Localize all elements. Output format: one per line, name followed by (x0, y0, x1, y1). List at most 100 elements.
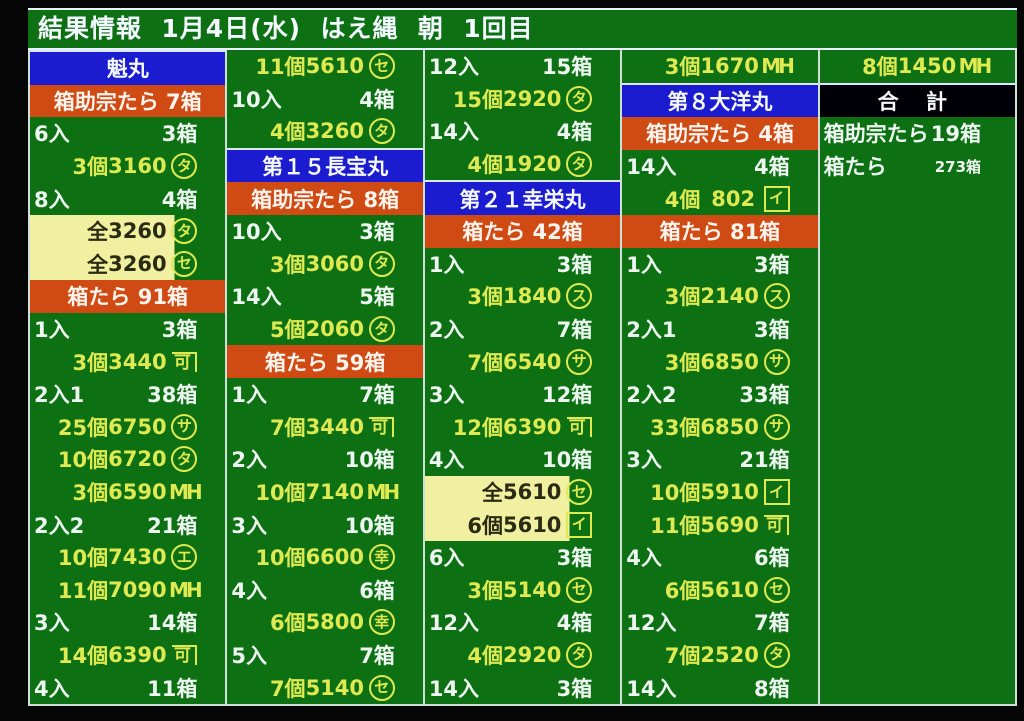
buyer-mark-cell: タ (163, 446, 206, 473)
results-column: 3個 1670 MH 第８大洋丸 箱助宗たら 4箱 14入 4箱 4個 802 イ箱たら 81箱 1… (622, 50, 820, 704)
empty-row (820, 671, 1015, 704)
box-count: 21箱 (739, 448, 790, 473)
bid-row: 7個 2520 タ (622, 639, 817, 672)
lot-size-label: 12入 (428, 611, 480, 636)
buyer-mark-icon: 可 (566, 416, 592, 437)
buyer-mark-icon: サ (763, 413, 790, 440)
price: 1670 (700, 54, 759, 79)
total-species-label: 箱助宗たら (823, 122, 929, 147)
price: 3440 (305, 414, 365, 439)
species-count-header: 箱たら 91箱 (30, 280, 226, 313)
quantity: 25個 (57, 415, 109, 440)
lot-size-label: 2入1 (626, 318, 677, 343)
results-table: 魁丸 箱助宗たら 7箱 6入 3箱 3個 3160 タ 8入 4箱全 3260 タ全 3260 セ箱たら… (28, 50, 1018, 706)
box-count: 3箱 (556, 252, 593, 277)
total-line-row: 箱たら 273箱 (820, 150, 1015, 183)
buyer-mark-icon: タ (171, 153, 198, 180)
lot-row: 12入 4箱 (425, 606, 620, 639)
lot-row: 14入 5箱 (227, 280, 422, 313)
empty-row (820, 411, 1015, 444)
lot-size-label: 12入 (626, 611, 677, 636)
bid-row: 全 5610 セ (424, 475, 621, 509)
buyer-mark-cell: イ (755, 479, 798, 506)
lot-row: 2入 7箱 (425, 313, 620, 346)
price: 6390 (502, 414, 562, 439)
box-count: 3箱 (359, 220, 395, 245)
quantity: 6個 (269, 611, 306, 636)
buyer-mark-icon: 可 (764, 514, 790, 535)
box-count: 3箱 (754, 318, 790, 343)
bid-row: 3個 6850 サ (622, 345, 817, 378)
buyer-mark-icon: 幸 (368, 609, 395, 636)
box-count: 7箱 (359, 383, 395, 408)
bid-row: 33個 6850 サ (622, 411, 817, 444)
quantity: 6個 (664, 578, 701, 603)
quantity: 3個 (269, 252, 306, 277)
price: 2520 (700, 642, 759, 667)
buyer-mark-icon: タ (368, 250, 395, 277)
bid-row: 11個 5610 セ (227, 50, 422, 83)
bid-row: 8個 1450 MH (820, 50, 1015, 83)
total-box-count: 19箱 (930, 122, 982, 147)
buyer-mark-icon: イ (763, 479, 790, 506)
box-count: 38箱 (147, 383, 198, 408)
empty-row (820, 280, 1015, 313)
lot-size-label: 12入 (428, 55, 480, 80)
price: 1840 (502, 284, 562, 309)
price: 2060 (305, 317, 365, 342)
buyer-mark-cell: ス (558, 283, 601, 310)
quantity: 15個 (452, 87, 503, 112)
bid-row: 12個 6390 可 (425, 411, 620, 444)
bid-row: 3個 3160 タ (30, 150, 225, 183)
quantity: 全 (87, 220, 109, 245)
box-count: 11箱 (147, 676, 198, 701)
buyer-mark-cell: MH (952, 56, 995, 76)
bid-row: 4個 3260 タ (227, 115, 422, 148)
price: 6590 (108, 480, 167, 505)
lot-size-label: 6入 (34, 122, 70, 147)
lot-row: 6入 3箱 (425, 541, 620, 574)
buyer-mark-cell: イ (755, 185, 798, 212)
box-count: 4箱 (556, 611, 593, 636)
vessel-header: 第２１幸栄丸 (424, 180, 621, 215)
lot-row: 3入 14箱 (30, 606, 225, 639)
quantity: 4個 (467, 153, 503, 178)
lot-row: 2入1 38箱 (30, 378, 225, 411)
empty-row (820, 574, 1015, 607)
total-box-count: 273箱 (934, 157, 982, 176)
quantity: 7個 (269, 415, 306, 440)
quantity: 3個 (72, 350, 109, 375)
buyer-mark-cell: MH (755, 56, 798, 76)
price: 6600 (305, 545, 365, 570)
buyer-mark-icon: タ (763, 641, 790, 668)
price: 3060 (305, 251, 365, 276)
price: 5910 (700, 480, 759, 505)
lot-size-label: 5入 (231, 643, 268, 668)
quantity: 5個 (269, 318, 306, 343)
lot-size-label: 4入 (428, 448, 465, 473)
lot-row: 12入 7箱 (622, 606, 817, 639)
box-count: 3箱 (161, 318, 198, 343)
buyer-mark-cell: セ (360, 674, 403, 701)
box-count: 6箱 (754, 546, 790, 571)
quantity: 11個 (255, 55, 306, 80)
quantity: 10個 (255, 546, 306, 571)
results-column: 魁丸 箱助宗たら 7箱 6入 3箱 3個 3160 タ 8入 4箱全 3260 タ全 3260 セ箱たら… (30, 50, 228, 704)
empty-row (820, 313, 1015, 346)
buyer-mark-icon: イ (566, 511, 593, 538)
lot-size-label: 2入 (428, 318, 465, 343)
bid-row: 11個 7090 MH (30, 574, 225, 607)
bid-row: 3個 1670 MH (622, 50, 817, 83)
buyer-mark-cell: タ (360, 250, 403, 277)
buyer-mark-icon: タ (368, 316, 395, 343)
buyer-mark-icon: MH (761, 54, 795, 79)
box-count: 4箱 (556, 120, 593, 145)
price: 5610 (502, 512, 562, 537)
species-count-header: 箱助宗たら 8箱 (227, 182, 423, 215)
empty-row (820, 443, 1015, 476)
species-count-header: 箱たら 81箱 (622, 214, 818, 248)
bid-row: 25個 6750 サ (30, 411, 225, 444)
bid-row: 3個 3060 タ (227, 248, 422, 281)
lot-size-label: 3入 (34, 611, 70, 636)
lot-row: 4入 6箱 (227, 574, 422, 607)
